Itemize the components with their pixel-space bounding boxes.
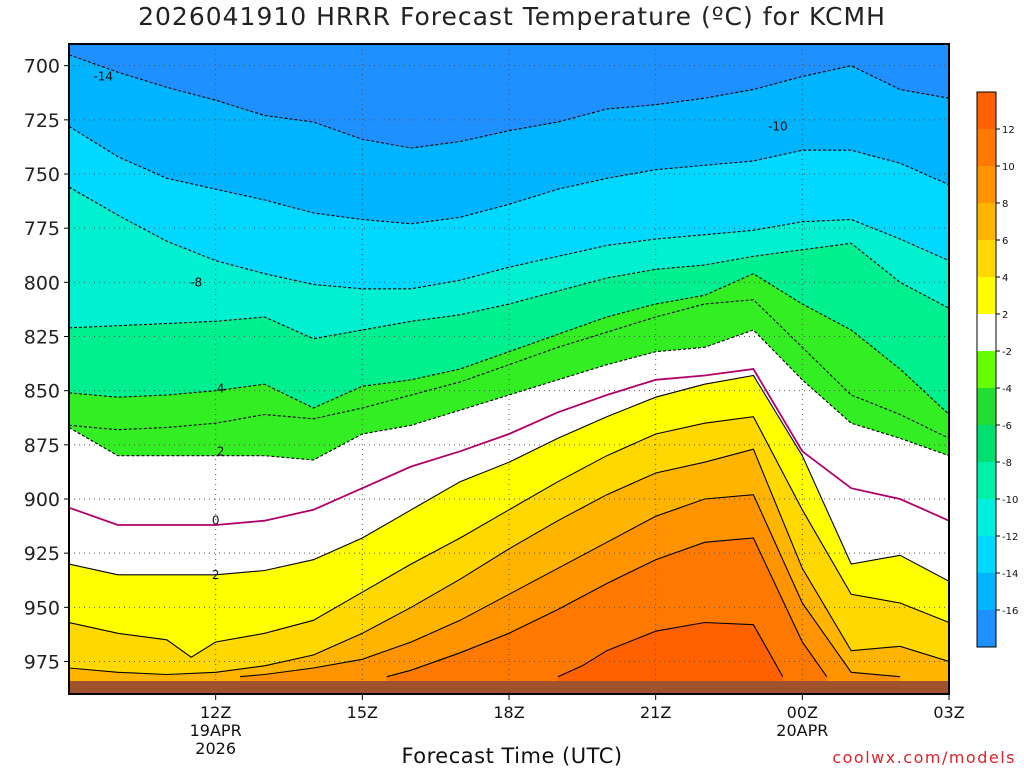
colorbar-label: -4 — [1002, 384, 1012, 395]
contour--6 — [69, 299, 949, 439]
contour--10 — [69, 186, 949, 290]
contour-label-2: 2 — [212, 568, 220, 582]
xtick-sublabel: 19APR — [190, 721, 242, 740]
colorbar-swatch — [977, 425, 996, 463]
xtick-label-15Z: 15Z — [347, 703, 378, 722]
ytick-label-700: 700 — [24, 56, 60, 78]
colorbar-swatch — [977, 314, 996, 352]
colorbar-swatch — [977, 92, 996, 130]
chart-title: 2026041910 HRRR Forecast Temperature (ºC… — [138, 2, 886, 31]
colorbar-label: -2 — [1002, 347, 1012, 358]
source-credit[interactable]: coolwx.com/models — [832, 748, 1016, 767]
colorbar-swatch — [977, 203, 996, 241]
contour--4 — [69, 273, 949, 416]
contour-label-0: 0 — [212, 514, 220, 528]
ytick-label-950: 950 — [24, 597, 60, 619]
contour--8 — [69, 242, 949, 340]
colorbar-label: -14 — [1002, 569, 1018, 580]
colorbar-swatch — [977, 129, 996, 167]
colorbar-swatch — [977, 573, 996, 611]
x-axis-title: Forecast Time (UTC) — [401, 744, 623, 768]
colorbar-swatch — [977, 388, 996, 426]
contour-2 — [69, 374, 949, 582]
colorbar-swatch — [977, 166, 996, 204]
colorbar-frame — [976, 91, 997, 648]
colorbar-swatch — [977, 536, 996, 574]
colorbar-label: 4 — [1002, 273, 1008, 284]
contour-label--14: -14 — [93, 70, 113, 84]
contour--14 — [69, 54, 949, 149]
colorbar-label: -8 — [1002, 458, 1012, 469]
ytick-label-800: 800 — [24, 272, 60, 294]
xtick-label-21Z: 21Z — [640, 703, 671, 722]
contour-6 — [69, 448, 949, 676]
colorbar-swatch — [977, 240, 996, 278]
xtick-label-18Z: 18Z — [493, 703, 524, 722]
contour-4 — [69, 416, 949, 658]
colorbar-label: 8 — [1002, 199, 1008, 210]
contour-label--8: -8 — [190, 275, 202, 289]
contour--2 — [69, 329, 949, 461]
xtick-label-03Z: 03Z — [933, 703, 964, 722]
ytick-label-850: 850 — [24, 381, 60, 403]
colorbar: 12 10 8 6 4 2 -2 -4 -6 -8 -10 -12 -14 -16 — [976, 91, 1018, 648]
band-12 — [557, 622, 783, 694]
xtick-sublabel: 20APR — [776, 721, 828, 740]
xtick-sublabel: 2026 — [195, 739, 236, 758]
contour-label--10: -10 — [768, 119, 788, 133]
ytick-label-725: 725 — [24, 110, 60, 132]
contour-0 — [69, 368, 949, 526]
colorbar-swatch — [977, 610, 996, 648]
contour-lines — [69, 54, 949, 678]
colorbar-label: -16 — [1002, 606, 1018, 617]
ytick-label-875: 875 — [24, 435, 60, 457]
colorbar-label: 10 — [1002, 162, 1015, 173]
contour--12 — [69, 125, 949, 225]
contour-label--2: 2 — [217, 444, 225, 458]
contour-12 — [557, 621, 784, 678]
temperature-bands — [69, 44, 949, 694]
contour-8 — [240, 494, 901, 678]
ytick-label-975: 975 — [24, 652, 60, 674]
contour-label--4: 4 — [217, 382, 225, 396]
contour-labels: -14 -10 -8 4 2 0 2 — [93, 70, 787, 582]
colorbar-swatch — [977, 462, 996, 500]
ground-surface — [69, 681, 949, 694]
xtick-label-12Z: 12Z — [200, 703, 231, 722]
xtick-label-00Z: 00Z — [787, 703, 818, 722]
colorbar-swatch — [977, 351, 996, 389]
colorbar-label: 6 — [1002, 236, 1008, 247]
colorbar-swatch — [977, 277, 996, 315]
ytick-label-925: 925 — [24, 543, 60, 565]
ytick-label-900: 900 — [24, 489, 60, 511]
colorbar-label: 2 — [1002, 310, 1008, 321]
y-axis: 700 725 750 775 800 825 850 875 900 925 950 975 — [24, 56, 69, 674]
colorbar-label: -12 — [1002, 532, 1018, 543]
colorbar-label: -6 — [1002, 421, 1012, 432]
ytick-label-750: 750 — [24, 164, 60, 186]
colorbar-swatch — [977, 499, 996, 537]
colorbar-label: -10 — [1002, 495, 1018, 506]
colorbar-label: 12 — [1002, 125, 1015, 136]
ytick-label-775: 775 — [24, 218, 60, 240]
grid-lines — [69, 44, 950, 694]
contour-10 — [386, 537, 828, 678]
ytick-label-825: 825 — [24, 327, 60, 349]
